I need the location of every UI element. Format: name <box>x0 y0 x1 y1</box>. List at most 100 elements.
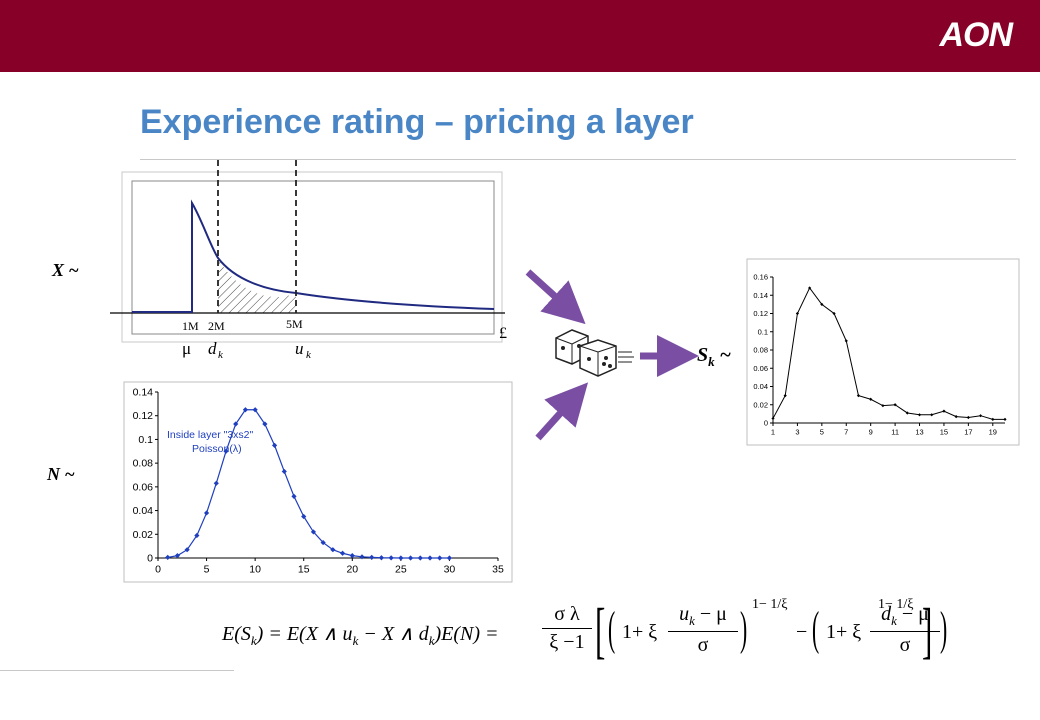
data-point <box>783 394 787 398</box>
data-point <box>398 555 404 561</box>
formula-paren2-open: ( <box>812 602 820 655</box>
y-tick-label: 0.14 <box>753 291 768 300</box>
y-tick-label: 0.04 <box>753 382 768 391</box>
formula-t1-num-tail: − μ <box>694 603 727 625</box>
x-tick-label: 5 <box>204 564 210 576</box>
severity-arrow <box>525 269 586 325</box>
y-tick-label: 0.12 <box>753 309 768 318</box>
data-point <box>174 553 181 559</box>
severity-plot-frame <box>131 180 495 335</box>
formula-t2-num-tail: − μ <box>896 603 929 625</box>
y-tick-label: 0.14 <box>133 387 154 399</box>
footer-divider <box>0 670 234 671</box>
data-point <box>262 421 268 427</box>
formula-bracket-close: ] <box>922 597 933 665</box>
x-tick-label: 15 <box>940 428 948 437</box>
data-point <box>966 415 970 420</box>
data-point <box>271 442 278 448</box>
frequency-chart: 0 0.02 0.04 0.06 0.08 0.1 0.12 0.14 0 5 10 15 20 25 30… <box>123 381 513 583</box>
x-tick-label: 20 <box>346 564 358 576</box>
y-tick-label: 0.04 <box>133 505 154 517</box>
x-tick-label: 3 <box>795 428 799 437</box>
data-point <box>437 555 443 561</box>
u-symbol: u <box>295 339 304 358</box>
formula-u-sub: k <box>352 633 359 648</box>
formula-d-sub: k <box>428 633 435 648</box>
data-point <box>978 414 983 418</box>
frequency-frame <box>123 381 513 583</box>
aggregate-label-sub: k <box>708 354 715 369</box>
x-tick-label: 9 <box>869 428 873 437</box>
aggregate-frame <box>746 258 1020 446</box>
y-tick-label: 0.1 <box>758 327 768 336</box>
formula-exponent-2: 1− 1/ξ <box>878 597 914 612</box>
dice-icon <box>555 329 634 377</box>
data-point <box>378 555 385 561</box>
d-symbol: d <box>208 339 217 358</box>
x-tick-label: 10 <box>249 564 261 576</box>
y-tick-label: 0 <box>147 553 153 565</box>
y-tick-label: 0.08 <box>753 346 768 355</box>
y-tick-label: 0.02 <box>753 400 768 409</box>
severity-frame <box>121 171 503 343</box>
data-point <box>1003 417 1007 421</box>
data-point <box>942 409 946 413</box>
data-point <box>917 413 922 417</box>
data-point <box>771 416 775 421</box>
tick-1m: 1M <box>182 319 199 333</box>
aggregate-label: Sk ~ <box>697 344 731 370</box>
aon-logo: AON <box>939 16 1013 54</box>
x-tick-label: 11 <box>891 428 899 437</box>
frequency-legend-line1: Inside layer "3xs2" <box>167 429 254 441</box>
data-point <box>954 415 958 419</box>
x-tick-label: 0 <box>155 564 161 576</box>
aggregate-label-tilde: ~ <box>719 344 732 366</box>
page-title: Experience rating – pricing a layer <box>140 103 694 141</box>
data-point <box>359 554 365 560</box>
data-point <box>165 554 171 561</box>
x-tick-label: 5 <box>820 428 824 437</box>
formula-t2-sub: k <box>891 613 897 628</box>
x-tick-label: 25 <box>395 564 407 576</box>
formula-frac-den: ξ −1 <box>549 631 585 653</box>
aggregate-chart: 00.020.040.060.080.10.120.140.161 3 5 7 9 11 1… <box>746 258 1020 446</box>
data-point <box>893 403 897 407</box>
formula-t1-num: u <box>679 603 690 625</box>
layer-hatch <box>218 258 296 313</box>
data-point <box>301 513 307 520</box>
y-tick-label: 0.06 <box>753 364 768 373</box>
aggregate-label-main: S <box>697 344 709 366</box>
data-point <box>281 468 287 475</box>
y-tick-label: 0.02 <box>133 529 154 541</box>
x-tick-label: 7 <box>844 428 848 437</box>
tick-2m: 2M <box>208 319 225 333</box>
frequency-label: N ~ <box>47 464 75 484</box>
data-point <box>795 311 800 316</box>
y-tick-label: 0.08 <box>133 458 154 470</box>
y-tick-label: 0.16 <box>753 273 768 282</box>
data-point <box>369 554 375 561</box>
frequency-legend-line2: Poisson(λ) <box>192 443 242 455</box>
formula-t2-den: σ <box>899 634 911 656</box>
data-point <box>427 555 433 561</box>
formula-paren1-close: ) <box>740 602 748 655</box>
formula-bracket-open: [ <box>595 597 606 665</box>
series-line <box>772 286 1005 420</box>
data-point <box>930 413 934 417</box>
data-point <box>388 555 394 561</box>
y-tick-label: 0.06 <box>133 481 154 493</box>
flow-graphics <box>525 269 699 441</box>
tick-5m: 5M <box>286 317 303 331</box>
y-tick-label: 0.12 <box>133 410 154 422</box>
data-point <box>832 311 836 316</box>
y-tick-label: 0.1 <box>138 434 153 446</box>
formula-lhs: E(S <box>222 623 251 645</box>
data-point <box>349 553 355 559</box>
formula-paren1-open: ( <box>608 602 616 655</box>
frequency-arrow <box>535 382 589 441</box>
formula-t1-den: σ <box>697 634 709 656</box>
data-point <box>339 550 346 556</box>
severity-curve <box>132 199 495 313</box>
formula-lhs-end: ) = E(X ∧ u <box>256 623 353 645</box>
formula-term1-a: 1+ ξ <box>622 621 658 643</box>
